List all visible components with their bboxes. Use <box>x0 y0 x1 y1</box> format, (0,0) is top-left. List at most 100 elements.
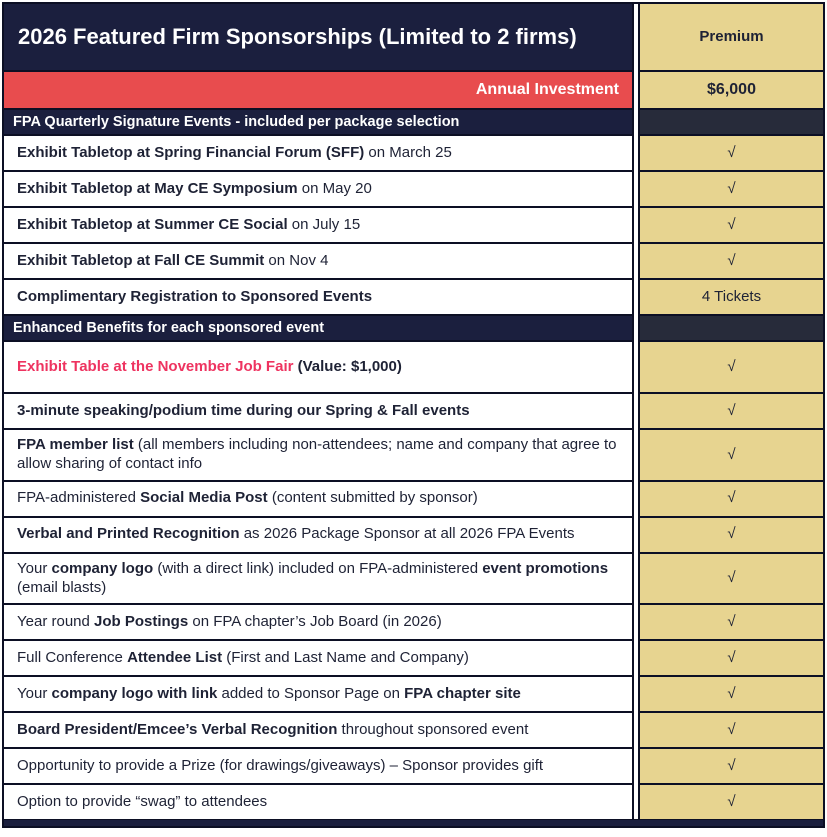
text-segment: FPA-administered <box>17 489 141 507</box>
cell-value-text: 4 Tickets <box>701 287 762 305</box>
cell-text: Board President/Emcee’s Verbal Recogniti… <box>17 721 619 740</box>
check-cell: √ <box>638 479 823 516</box>
investment-label: Annual Investment <box>4 70 634 108</box>
cell-text: Verbal and Printed Recognition as 2026 P… <box>17 525 619 544</box>
check-cell: √ <box>638 551 823 604</box>
text-segment: (content submitted by sponsor) <box>267 489 478 507</box>
benefit-label: Exhibit Tabletop at Spring Financial For… <box>4 134 634 171</box>
check-cell: √ <box>638 639 823 676</box>
text-segment: event promotions <box>482 559 609 577</box>
column-gutter <box>634 314 638 341</box>
column-gutter <box>634 747 638 784</box>
row-benefit-job-postings: Year round Job Postings on FPA chapter’s… <box>4 603 823 640</box>
column-gutter <box>634 479 638 516</box>
benefit-label: Full Conference Attendee List (First and… <box>4 639 634 676</box>
check-cell: √ <box>638 675 823 712</box>
empty-cell <box>638 314 823 341</box>
cell-text: Annual Investment <box>475 81 619 98</box>
row-benefit-prize: Opportunity to provide a Prize (for draw… <box>4 747 823 784</box>
cell-text: 3-minute speaking/podium time during our… <box>17 402 619 421</box>
check-mark: √ <box>727 525 736 543</box>
row-section-enhanced-benefits: Enhanced Benefits for each sponsored eve… <box>4 314 823 341</box>
row-benefit-sponsor-page-logo: Your company logo with link added to Spo… <box>4 675 823 712</box>
text-segment: (First and Last Name and Company) <box>222 648 469 666</box>
column-gutter <box>634 278 638 315</box>
check-mark: √ <box>727 357 736 375</box>
benefit-label: Your company logo (with a direct link) i… <box>4 551 634 604</box>
row-benefit-summer-ce-social: Exhibit Tabletop at Summer CE Social on … <box>4 206 823 243</box>
check-mark: √ <box>727 612 736 630</box>
benefit-label: Exhibit Tabletop at May CE Symposium on … <box>4 170 634 207</box>
text-segment: Full Conference <box>17 648 128 666</box>
check-mark: √ <box>727 179 736 197</box>
column-gutter <box>634 551 638 604</box>
benefit-label: Opportunity to provide a Prize (for draw… <box>4 747 634 784</box>
row-benefit-may-ce-symposium: Exhibit Tabletop at May CE Symposium on … <box>4 170 823 207</box>
text-segment: on March 25 <box>364 143 452 161</box>
benefit-label: Complimentary Registration to Sponsored … <box>4 278 634 315</box>
section-header: FPA Quarterly Signature Events - include… <box>4 108 634 135</box>
check-mark: √ <box>727 684 736 702</box>
check-mark: √ <box>727 756 736 774</box>
benefit-label: Exhibit Table at the November Job Fair (… <box>4 340 634 393</box>
text-segment: Year round <box>17 612 95 630</box>
text-segment: Your <box>17 559 52 577</box>
text-segment: Verbal and Printed Recognition <box>17 525 240 543</box>
column-gutter <box>634 108 638 135</box>
table-body: Annual Investment $6,000 FPA Quarterly Sig… <box>4 70 823 820</box>
text-segment: Job Postings <box>94 612 189 630</box>
cell-text: Year round Job Postings on FPA chapter’s… <box>17 613 619 632</box>
text-segment: throughout sponsored event <box>337 720 529 738</box>
cell-value-text: $6,000 <box>707 81 756 98</box>
benefit-label: 3-minute speaking/podium time during our… <box>4 392 634 429</box>
text-segment: Exhibit Tabletop at Spring Financial For… <box>17 143 365 161</box>
text-segment: Attendee List <box>127 648 223 666</box>
benefit-label: FPA member list (all members including n… <box>4 428 634 480</box>
text-segment: Complimentary Registration to Sponsored … <box>17 287 373 305</box>
check-mark: √ <box>727 215 736 233</box>
check-cell: √ <box>638 603 823 640</box>
text-segment: company logo <box>51 559 154 577</box>
check-cell: √ <box>638 747 823 784</box>
text-segment: company logo with link <box>51 684 218 702</box>
text-segment: Option to provide “swag” to attendees <box>17 792 268 810</box>
text-segment: FPA chapter site <box>404 684 521 702</box>
text-segment: Exhibit Table at the November Job Fair <box>17 357 294 375</box>
premium-column-header: Premium <box>638 4 823 70</box>
check-cell: √ <box>638 428 823 480</box>
value-cell: 4 Tickets <box>638 278 823 315</box>
value-cell: $6,000 <box>638 70 823 108</box>
check-cell: √ <box>638 392 823 429</box>
column-gutter <box>634 639 638 676</box>
premium-column-header-text: Premium <box>699 27 764 45</box>
row-benefit-swag: Option to provide “swag” to attendees √ <box>4 783 823 820</box>
text-segment: on May 20 <box>297 179 372 197</box>
check-mark: √ <box>727 489 736 507</box>
check-cell: √ <box>638 783 823 820</box>
column-gutter <box>634 70 638 108</box>
cell-text: FPA member list (all members including n… <box>17 436 619 474</box>
benefit-label: Year round Job Postings on FPA chapter’s… <box>4 603 634 640</box>
text-segment: as 2026 Package Sponsor at all 2026 FPA … <box>239 525 575 543</box>
cell-text: Complimentary Registration to Sponsored … <box>17 288 619 307</box>
benefit-label: Option to provide “swag” to attendees <box>4 783 634 820</box>
column-gutter <box>634 4 638 70</box>
cell-text: Exhibit Table at the November Job Fair (… <box>17 358 619 377</box>
cell-text: Opportunity to provide a Prize (for draw… <box>17 757 619 776</box>
benefit-label: Exhibit Tabletop at Fall CE Summit on No… <box>4 242 634 279</box>
row-benefit-fall-ce-summit: Exhibit Tabletop at Fall CE Summit on No… <box>4 242 823 279</box>
cell-text: Exhibit Tabletop at Summer CE Social on … <box>17 216 619 235</box>
row-benefit-november-job-fair: Exhibit Table at the November Job Fair (… <box>4 340 823 393</box>
cell-text: FPA Quarterly Signature Events - include… <box>13 114 460 130</box>
bottom-bar <box>4 819 823 827</box>
benefit-label: Your company logo with link added to Spo… <box>4 675 634 712</box>
text-segment: on Nov 4 <box>264 251 329 269</box>
check-cell: √ <box>638 206 823 243</box>
benefit-label: FPA-administered Social Media Post (cont… <box>4 479 634 516</box>
empty-cell <box>638 108 823 135</box>
check-mark: √ <box>727 569 736 587</box>
cell-text: Your company logo (with a direct link) i… <box>17 560 619 598</box>
text-segment: Exhibit Tabletop at Fall CE Summit <box>17 251 265 269</box>
page-title: 2026 Featured Firm Sponsorships (Limited… <box>4 4 634 70</box>
